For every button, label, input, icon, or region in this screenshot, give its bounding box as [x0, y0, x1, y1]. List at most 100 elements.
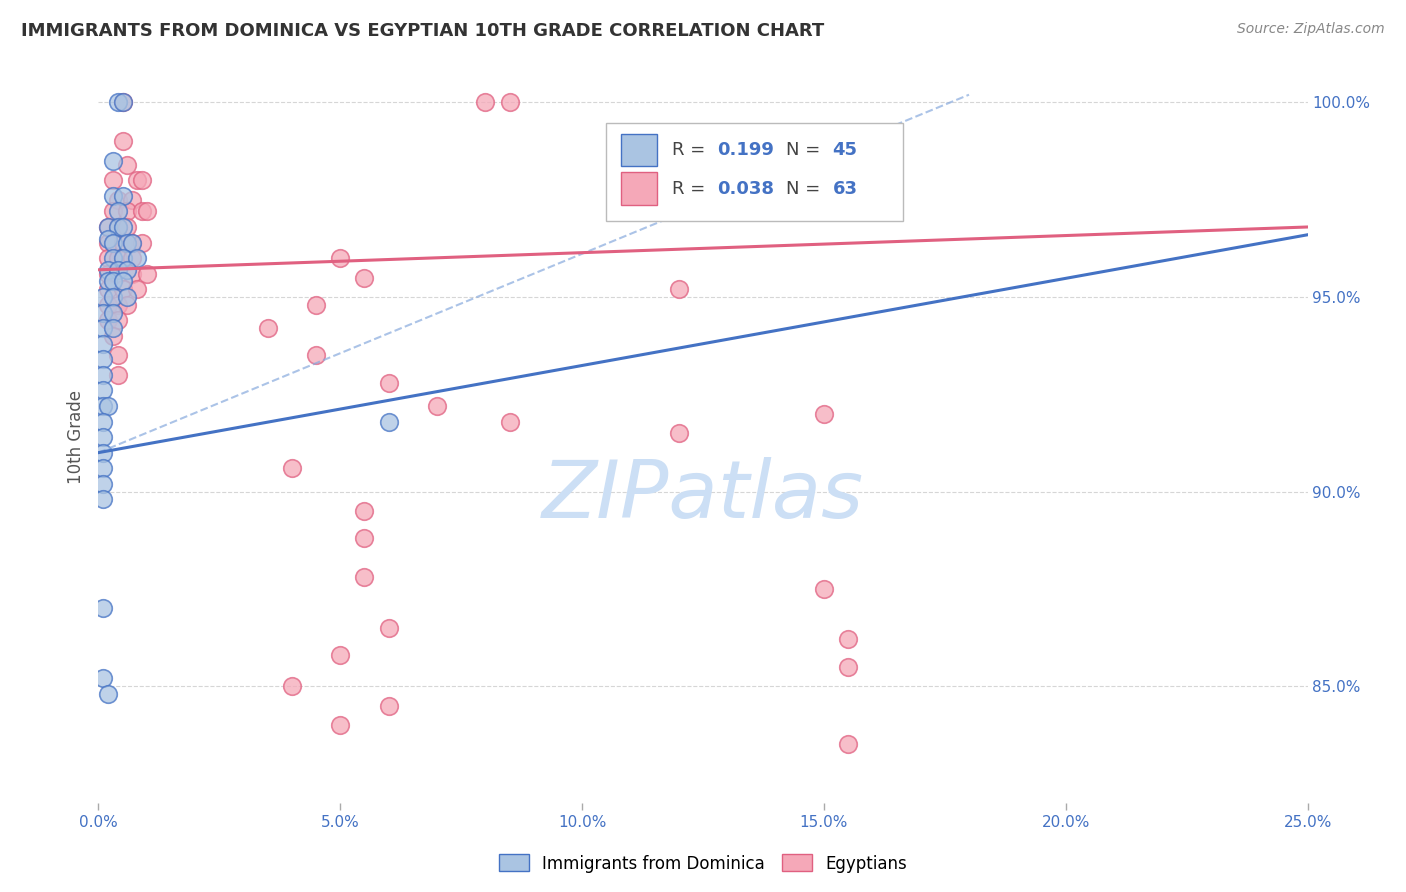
- Point: [305, 298, 328, 312]
- Point: [107, 267, 129, 281]
- Point: [121, 235, 143, 250]
- Point: [91, 430, 114, 444]
- Point: [117, 204, 139, 219]
- Point: [111, 251, 134, 265]
- Text: N =: N =: [786, 180, 827, 198]
- Point: [111, 235, 134, 250]
- Y-axis label: 10th Grade: 10th Grade: [67, 390, 86, 484]
- Point: [377, 376, 399, 390]
- Text: 0.199: 0.199: [717, 141, 775, 159]
- Point: [107, 219, 129, 234]
- Point: [107, 193, 129, 207]
- Point: [101, 329, 124, 343]
- Point: [91, 476, 114, 491]
- Point: [91, 671, 114, 685]
- Point: [107, 368, 129, 382]
- Point: [97, 267, 120, 281]
- Point: [101, 290, 124, 304]
- Point: [101, 153, 124, 168]
- Point: [91, 445, 114, 459]
- Point: [111, 282, 134, 296]
- Point: [498, 95, 520, 110]
- Point: [91, 290, 114, 304]
- Point: [117, 298, 139, 312]
- Point: [97, 298, 120, 312]
- Text: N =: N =: [786, 141, 827, 159]
- Point: [117, 290, 139, 304]
- Point: [117, 235, 139, 250]
- Legend: Immigrants from Dominica, Egyptians: Immigrants from Dominica, Egyptians: [492, 847, 914, 880]
- Point: [117, 262, 139, 277]
- Point: [91, 321, 114, 335]
- Point: [127, 282, 149, 296]
- Point: [101, 275, 124, 289]
- Point: [91, 399, 114, 413]
- Point: [97, 219, 120, 234]
- Point: [131, 235, 153, 250]
- Point: [97, 275, 120, 289]
- Point: [353, 270, 375, 285]
- Point: [329, 251, 352, 265]
- Point: [91, 368, 114, 382]
- Point: [107, 204, 129, 219]
- Text: 0.038: 0.038: [717, 180, 775, 198]
- Point: [111, 95, 134, 110]
- Text: ZIPatlas: ZIPatlas: [541, 457, 865, 534]
- Point: [426, 399, 449, 413]
- Point: [127, 251, 149, 265]
- Text: 63: 63: [832, 180, 858, 198]
- Point: [135, 267, 157, 281]
- Point: [101, 251, 124, 265]
- Point: [107, 262, 129, 277]
- Point: [107, 313, 129, 327]
- Point: [97, 282, 120, 296]
- Point: [377, 621, 399, 635]
- Point: [91, 492, 114, 507]
- Point: [813, 407, 835, 421]
- Point: [97, 232, 120, 246]
- Point: [121, 193, 143, 207]
- Text: R =: R =: [672, 180, 710, 198]
- Point: [97, 262, 120, 277]
- Point: [117, 219, 139, 234]
- Point: [101, 321, 124, 335]
- Point: [668, 282, 690, 296]
- Point: [353, 531, 375, 545]
- Point: [474, 95, 496, 110]
- Point: [813, 582, 835, 596]
- Point: [127, 173, 149, 187]
- Point: [91, 415, 114, 429]
- Point: [107, 348, 129, 362]
- Point: [117, 158, 139, 172]
- Point: [91, 352, 114, 367]
- Point: [111, 219, 134, 234]
- Point: [305, 348, 328, 362]
- Point: [97, 313, 120, 327]
- Point: [498, 415, 520, 429]
- Point: [377, 415, 399, 429]
- Point: [329, 718, 352, 732]
- Point: [837, 659, 859, 673]
- Point: [121, 267, 143, 281]
- Point: [91, 336, 114, 351]
- Point: [91, 461, 114, 475]
- Point: [97, 687, 120, 701]
- Point: [91, 601, 114, 615]
- FancyBboxPatch shape: [621, 172, 657, 205]
- Text: 45: 45: [832, 141, 858, 159]
- Point: [97, 219, 120, 234]
- Text: R =: R =: [672, 141, 710, 159]
- Point: [121, 251, 143, 265]
- Point: [837, 738, 859, 752]
- Point: [101, 173, 124, 187]
- Point: [107, 95, 129, 110]
- Point: [668, 426, 690, 441]
- Text: IMMIGRANTS FROM DOMINICA VS EGYPTIAN 10TH GRADE CORRELATION CHART: IMMIGRANTS FROM DOMINICA VS EGYPTIAN 10T…: [21, 22, 824, 40]
- Point: [353, 570, 375, 584]
- Point: [101, 189, 124, 203]
- Point: [101, 305, 124, 319]
- Point: [329, 648, 352, 662]
- Point: [111, 189, 134, 203]
- Point: [91, 384, 114, 398]
- Point: [353, 504, 375, 518]
